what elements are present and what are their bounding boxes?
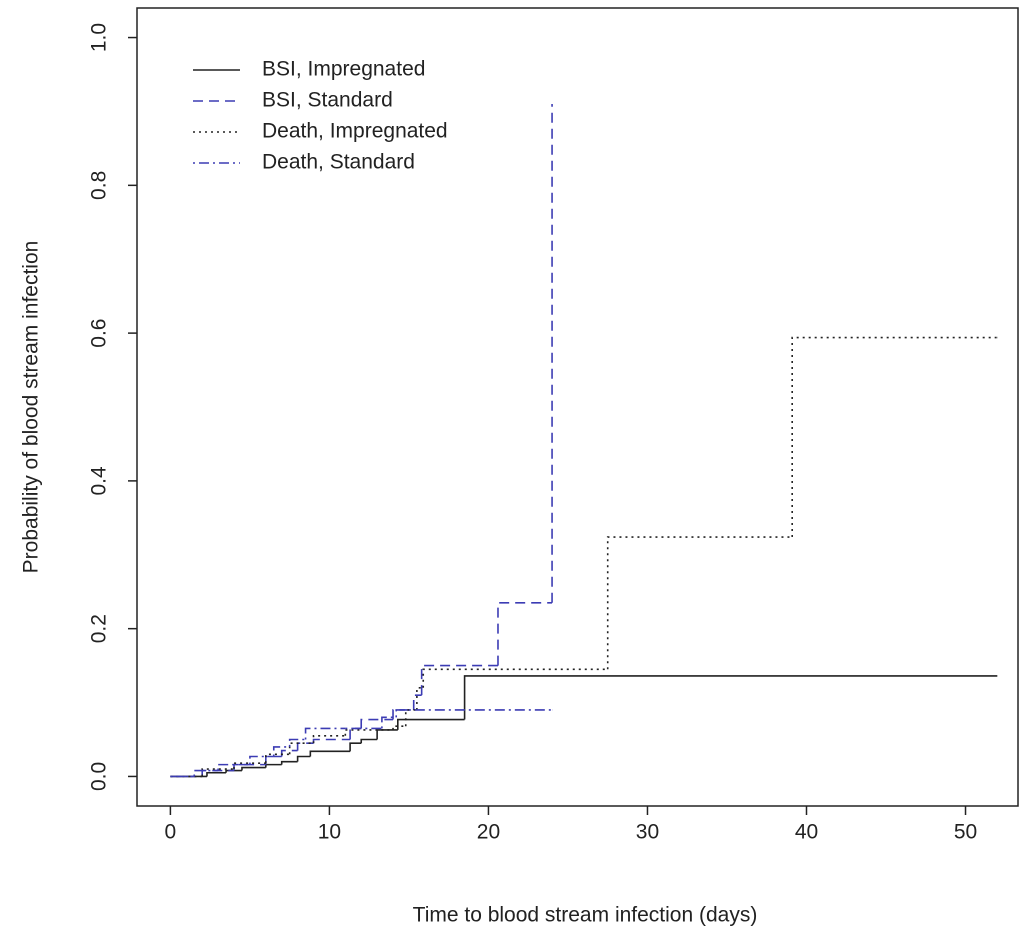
step-segment [296,742,314,751]
y-tick-label: 0.6 [88,319,111,348]
x-tick-label: 40 [795,821,818,844]
step-segment [265,763,282,768]
step-segment [412,694,422,710]
step-segment [422,668,608,688]
y-tick-label: 0.2 [88,614,111,643]
legend-label: BSI, Standard [262,89,393,112]
step-segment [225,769,242,773]
step-segment [309,750,351,757]
plot-frame [136,7,1019,807]
x-tick-label: 20 [477,821,500,844]
x-tick-label: 30 [636,821,659,844]
step-segment [304,727,346,740]
step-segment [312,735,346,744]
step-segment [404,709,417,727]
x-axis-label: Time to blood stream infection (days) [413,904,758,927]
y-axis-label: Probability of blood stream infection [20,241,43,574]
step-segment [217,763,250,771]
step-segment [376,729,398,740]
step-segment [349,742,362,752]
y-tick-label: 0.0 [88,762,111,791]
step-segment [392,725,406,730]
step-segment [381,716,397,729]
step-segment [606,536,793,670]
step-segment [344,729,394,736]
step-segment [201,768,235,777]
step-segment [360,738,378,744]
step-segment [193,769,219,777]
step-segment [397,718,465,730]
legend-label: Death, Impregnated [262,120,448,143]
step-segment [233,762,266,770]
x-tick-label: 0 [165,821,177,844]
step-segment [360,718,394,729]
y-tick-label: 0.4 [88,466,111,496]
step-segment [312,738,351,744]
step-segment [280,760,298,765]
step-segment [288,738,306,747]
step-segment [463,675,998,720]
step-segment [392,709,414,720]
x-tick-label: 50 [954,821,977,844]
step-segment [420,664,498,696]
step-segment [241,766,266,771]
x-tick-label: 10 [318,821,341,844]
step-segment [296,755,311,762]
step-segment [265,755,282,765]
step-segment [206,771,227,777]
step-segment [497,602,553,666]
step-segment [416,686,424,710]
y-tick-label: 1.0 [88,23,111,52]
step-segment [249,755,274,765]
step-segment [272,746,290,757]
step-segment [791,336,998,538]
step-segment [265,753,290,764]
legend-label: Death, Standard [262,151,415,174]
y-tick-label: 0.8 [88,171,111,200]
legend-label: BSI, Impregnated [262,58,425,81]
step-segment [395,709,553,718]
